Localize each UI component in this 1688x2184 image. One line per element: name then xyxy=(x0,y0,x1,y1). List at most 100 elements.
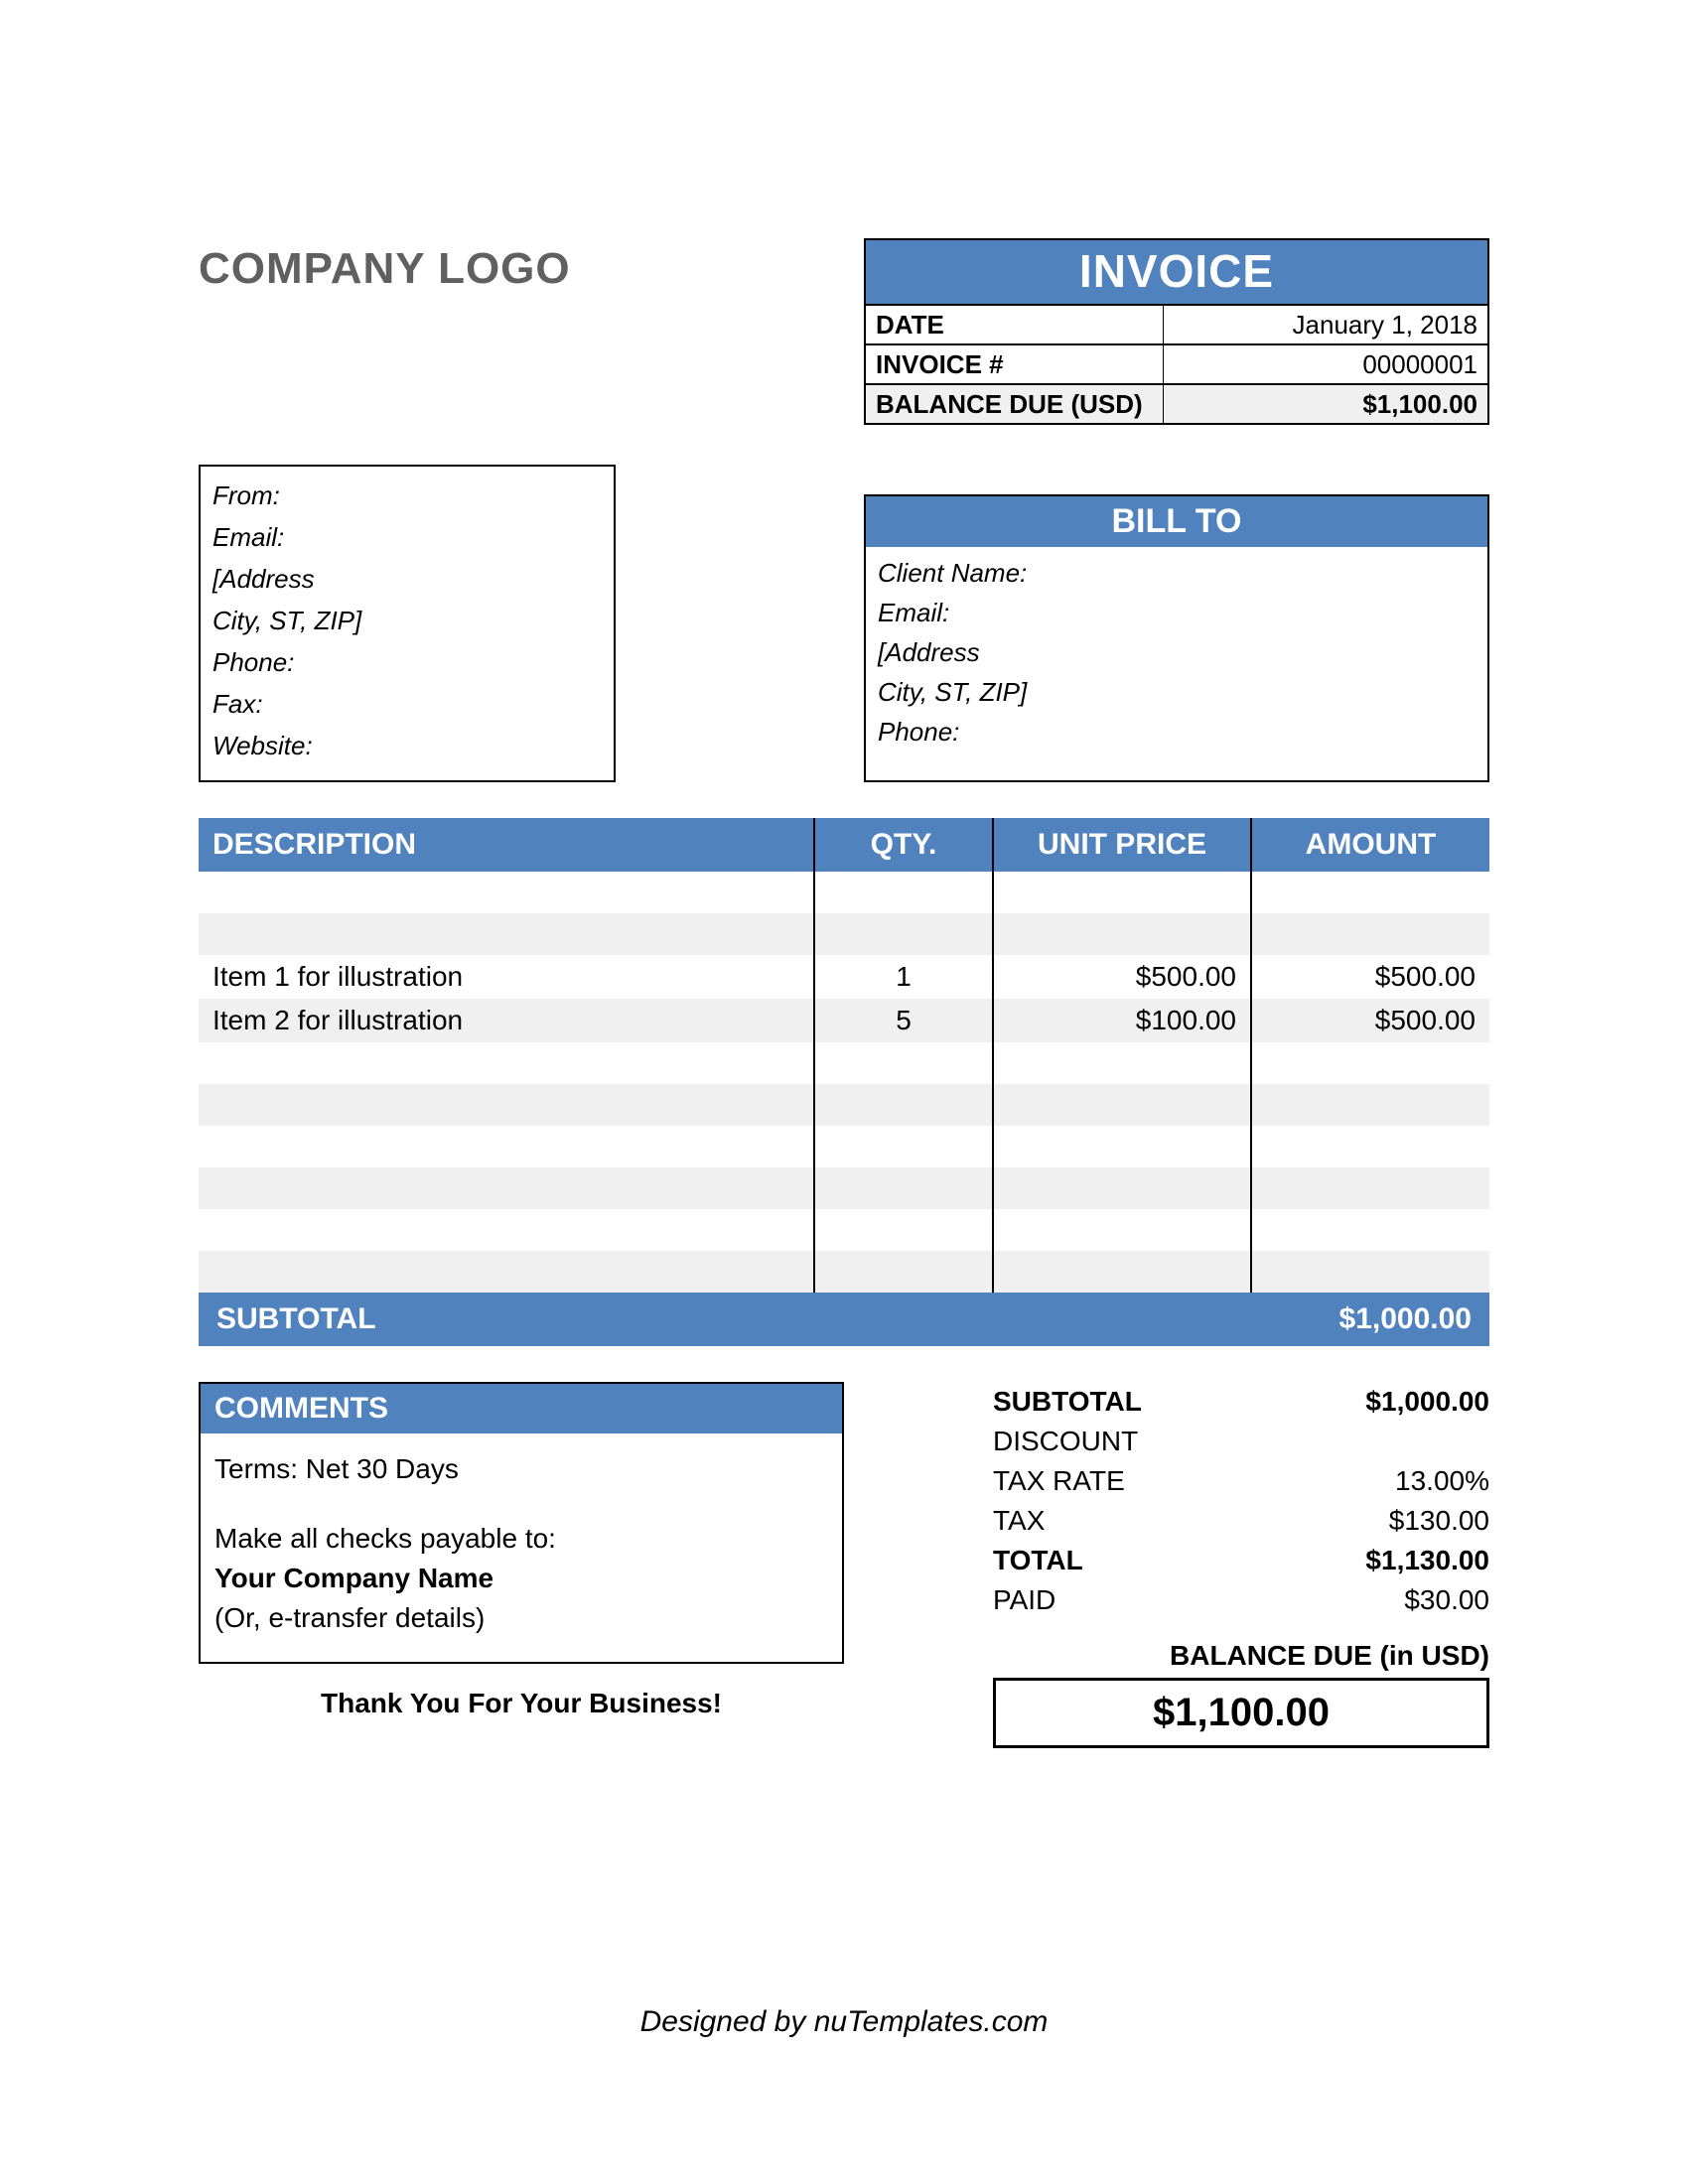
table-cell: $500.00 xyxy=(1251,999,1489,1042)
table-cell xyxy=(1251,872,1489,913)
table-cell: 1 xyxy=(814,955,993,999)
meta-row-number: INVOICE # 00000001 xyxy=(866,343,1487,383)
from-line: City, ST, ZIP] xyxy=(212,600,602,641)
table-cell xyxy=(1251,1251,1489,1293)
date-label: DATE xyxy=(866,306,1164,343)
totals-tax: TAX $130.00 xyxy=(993,1501,1489,1541)
comments-column: COMMENTS Terms: Net 30 Days Make all che… xyxy=(199,1382,844,1719)
totals-discount-label: DISCOUNT xyxy=(993,1422,1251,1461)
balance-due-final-label: BALANCE DUE (in USD) xyxy=(993,1640,1489,1672)
billto-title: BILL TO xyxy=(866,496,1487,547)
table-cell xyxy=(814,872,993,913)
table-cell xyxy=(993,913,1251,955)
balance-due-value: $1,100.00 xyxy=(1164,385,1487,423)
top-row: COMPANY LOGO INVOICE DATE January 1, 201… xyxy=(199,238,1489,425)
invoice-page: COMPANY LOGO INVOICE DATE January 1, 201… xyxy=(199,238,1489,1748)
table-cell xyxy=(1251,1126,1489,1167)
table-cell xyxy=(199,1251,814,1293)
from-line: Website: xyxy=(212,725,602,766)
from-line: [Address xyxy=(212,558,602,600)
table-cell xyxy=(814,1251,993,1293)
subtotal-bar-value: $1,000.00 xyxy=(1339,1302,1472,1336)
table-cell: $500.00 xyxy=(1251,955,1489,999)
from-line: Fax: xyxy=(212,683,602,725)
balance-due-final-value: $1,100.00 xyxy=(993,1678,1489,1748)
date-value: January 1, 2018 xyxy=(1164,306,1487,343)
comments-body: Terms: Net 30 Days Make all checks payab… xyxy=(201,1433,842,1662)
totals-total-value: $1,130.00 xyxy=(1251,1541,1489,1580)
table-row xyxy=(199,872,1489,913)
comments-line: (Or, e-transfer details) xyxy=(214,1598,828,1638)
table-row: Item 2 for illustration5$100.00$500.00 xyxy=(199,999,1489,1042)
table-cell xyxy=(814,1084,993,1126)
items-table: DESCRIPTION QTY. UNIT PRICE AMOUNT Item … xyxy=(199,818,1489,1293)
header-description: DESCRIPTION xyxy=(199,818,814,872)
table-row: Item 1 for illustration1$500.00$500.00 xyxy=(199,955,1489,999)
invoice-title: INVOICE xyxy=(866,240,1487,304)
totals-paid-label: PAID xyxy=(993,1580,1251,1620)
table-cell xyxy=(199,913,814,955)
table-cell xyxy=(1251,1084,1489,1126)
table-cell xyxy=(814,1126,993,1167)
table-row xyxy=(199,1167,1489,1209)
totals-tax-value: $130.00 xyxy=(1251,1501,1489,1541)
invoice-number-value: 00000001 xyxy=(1164,345,1487,383)
billto-body: Client Name: Email: [Address City, ST, Z… xyxy=(866,547,1487,763)
items-header-row: DESCRIPTION QTY. UNIT PRICE AMOUNT xyxy=(199,818,1489,872)
thank-you-text: Thank You For Your Business! xyxy=(199,1688,844,1719)
table-cell xyxy=(1251,1042,1489,1084)
totals-subtotal: SUBTOTAL $1,000.00 xyxy=(993,1382,1489,1422)
from-line: Email: xyxy=(212,516,602,558)
table-cell xyxy=(1251,1167,1489,1209)
table-row xyxy=(199,1209,1489,1251)
company-logo: COMPANY LOGO xyxy=(199,238,571,294)
header-unit-price: UNIT PRICE xyxy=(993,818,1251,872)
spacer xyxy=(214,1489,828,1519)
comments-company-name: Your Company Name xyxy=(214,1559,828,1598)
table-cell xyxy=(199,1084,814,1126)
billto-line: City, ST, ZIP] xyxy=(878,672,1476,712)
subtotal-bar-label: SUBTOTAL xyxy=(216,1302,1339,1336)
table-cell: 5 xyxy=(814,999,993,1042)
billto-line: [Address xyxy=(878,632,1476,672)
totals-subtotal-label: SUBTOTAL xyxy=(993,1382,1251,1422)
table-cell xyxy=(199,1126,814,1167)
second-row: From: Email: [Address City, ST, ZIP] Pho… xyxy=(199,465,1489,782)
billto-line: Client Name: xyxy=(878,553,1476,593)
totals-paid: PAID $30.00 xyxy=(993,1580,1489,1620)
table-cell xyxy=(1251,913,1489,955)
table-cell xyxy=(199,872,814,913)
meta-row-date: DATE January 1, 2018 xyxy=(866,304,1487,343)
table-cell xyxy=(814,1167,993,1209)
table-cell xyxy=(199,1042,814,1084)
page-footer: Designed by nuTemplates.com xyxy=(0,2005,1688,2039)
billto-line: Phone: xyxy=(878,712,1476,751)
table-cell: Item 2 for illustration xyxy=(199,999,814,1042)
from-box: From: Email: [Address City, ST, ZIP] Pho… xyxy=(199,465,616,782)
from-line: Phone: xyxy=(212,641,602,683)
header-amount: AMOUNT xyxy=(1251,818,1489,872)
table-cell: $100.00 xyxy=(993,999,1251,1042)
totals-subtotal-value: $1,000.00 xyxy=(1251,1382,1489,1422)
table-cell xyxy=(993,872,1251,913)
totals-discount: DISCOUNT xyxy=(993,1422,1489,1461)
totals-taxrate-label: TAX RATE xyxy=(993,1461,1251,1501)
table-row xyxy=(199,913,1489,955)
totals-total: TOTAL $1,130.00 xyxy=(993,1541,1489,1580)
totals-total-label: TOTAL xyxy=(993,1541,1251,1580)
table-row xyxy=(199,1084,1489,1126)
totals-taxrate: TAX RATE 13.00% xyxy=(993,1461,1489,1501)
invoice-meta-box: INVOICE DATE January 1, 2018 INVOICE # 0… xyxy=(864,238,1489,425)
billto-box: BILL TO Client Name: Email: [Address Cit… xyxy=(864,494,1489,782)
table-cell xyxy=(199,1209,814,1251)
table-cell xyxy=(814,1209,993,1251)
totals-paid-value: $30.00 xyxy=(1251,1580,1489,1620)
table-cell: Item 1 for illustration xyxy=(199,955,814,999)
table-cell xyxy=(993,1209,1251,1251)
totals-discount-value xyxy=(1251,1422,1489,1461)
table-cell xyxy=(814,913,993,955)
table-cell xyxy=(993,1084,1251,1126)
billto-line: Email: xyxy=(878,593,1476,632)
subtotal-bar: SUBTOTAL $1,000.00 xyxy=(199,1293,1489,1346)
table-cell xyxy=(199,1167,814,1209)
